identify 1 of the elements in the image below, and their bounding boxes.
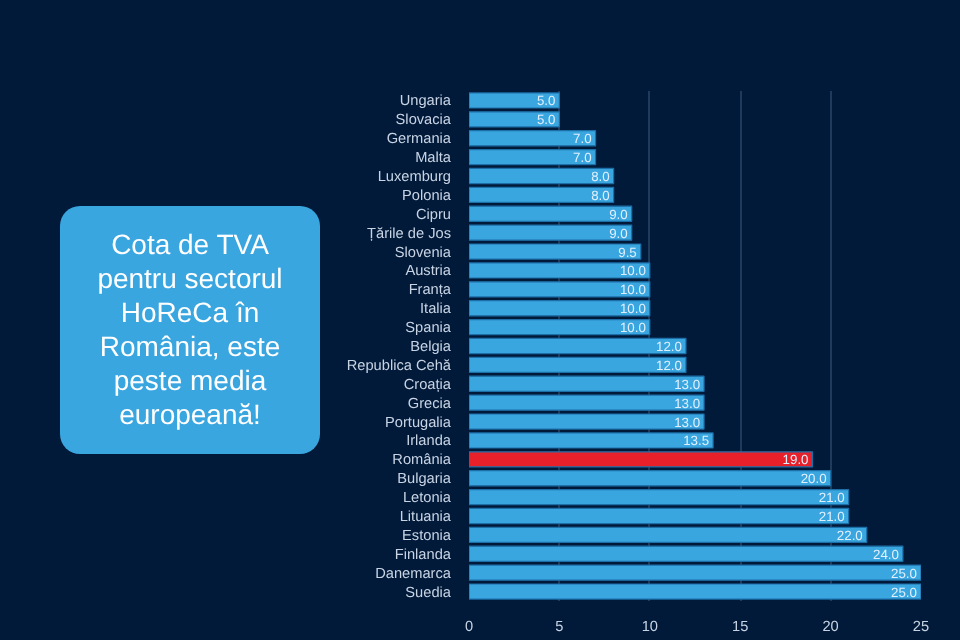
text: Cota de TVA pentru sectorul HoReCa în România, este peste media europeană! bbox=[60, 206, 320, 454]
